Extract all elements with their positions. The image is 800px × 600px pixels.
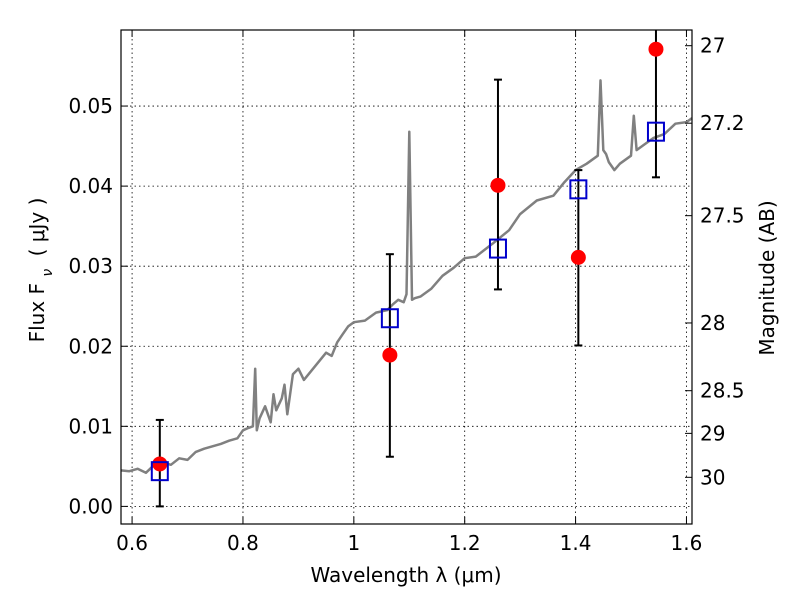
y-axis-label-unit: ( μJy ) (25, 198, 49, 257)
x-axis-label: Wavelength λ (μm) (310, 563, 501, 587)
y-tick-label: 0.02 (68, 334, 113, 358)
y-tick-label: 0.01 (68, 414, 113, 438)
y2-axis-label: Magnitude (AB) (755, 200, 779, 355)
observed-point (382, 347, 398, 363)
observed-point (490, 177, 506, 193)
grid (121, 30, 692, 524)
y-tick-label: 0.05 (68, 94, 113, 118)
observed-points (152, 41, 664, 472)
x-tick-label: 1.4 (560, 531, 592, 555)
synthetic-square (646, 121, 665, 142)
y-axis-label: Flux F ν ( μJy ) (25, 198, 56, 343)
observed-point (570, 249, 586, 265)
synthetic-square (380, 308, 399, 329)
synthetic-square (569, 179, 588, 200)
x-tick-label: 0.6 (116, 531, 148, 555)
y-tick-label: 0.03 (68, 254, 113, 278)
y2-tick-label: 27 (700, 34, 725, 58)
y-axis-label-sub: ν (40, 269, 56, 277)
y2-tick-label: 27.5 (700, 204, 745, 228)
x-tick-label: 1.2 (449, 531, 481, 555)
x-tick-label: 1.6 (671, 531, 703, 555)
synthetic-squares (150, 121, 665, 482)
model-spectrum-line (120, 79, 693, 475)
x-tick-label: 0.8 (227, 531, 259, 555)
axis-ticks: 0.6 0.8 1 1.2 1.4 1.6 0.00 0.01 0.02 0.03 0.04 0.05… (68, 30, 745, 555)
y2-tick-label: 28 (700, 311, 725, 335)
x-tick-label: 1 (347, 531, 360, 555)
y2-tick-label: 30 (700, 465, 725, 489)
y-axis-label-main: Flux F (25, 283, 49, 342)
y2-tick-label: 29 (700, 421, 725, 445)
model-spectrum (120, 79, 693, 475)
synthetic-square (488, 238, 507, 259)
y2-tick-label: 28.5 (700, 379, 745, 403)
y-tick-label: 0.04 (68, 174, 113, 198)
synthetic-square (150, 461, 169, 482)
y-tick-label: 0.00 (68, 494, 113, 518)
observed-point (648, 41, 664, 57)
y2-tick-label: 27.2 (700, 111, 745, 135)
observed-point (152, 456, 168, 472)
plot-frame (120, 29, 693, 525)
